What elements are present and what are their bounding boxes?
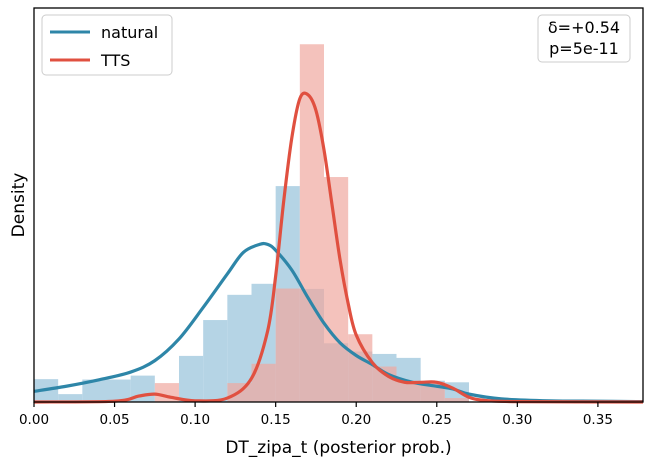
x-tick-label: 0.15 xyxy=(261,412,291,428)
y-axis-label: Density xyxy=(9,173,29,238)
hist-bar-tts-11 xyxy=(299,44,324,403)
stats-p-text: p=5e-11 xyxy=(549,39,619,58)
x-axis-label: DT_zipa_t (posterior prob.) xyxy=(225,438,451,458)
kde-layer xyxy=(33,91,644,404)
hist-bar-tts-17 xyxy=(444,398,469,402)
legend-label-natural: natural xyxy=(101,23,158,42)
kde-line-tts xyxy=(33,91,644,404)
x-tick-label: 0.00 xyxy=(19,412,49,428)
hist-bar-natural-1 xyxy=(58,394,83,402)
x-tick-label: 0.20 xyxy=(341,412,371,428)
histogram-layer xyxy=(34,44,469,403)
hist-bar-natural-7 xyxy=(203,320,228,402)
stats-box-frame xyxy=(537,14,631,63)
legend: natural TTS xyxy=(41,14,173,76)
stats-box: δ=+0.54 p=5e-11 xyxy=(537,14,631,63)
hist-bar-natural-3 xyxy=(106,379,131,402)
x-tick-label: 0.05 xyxy=(100,412,130,428)
plot-frame xyxy=(33,7,644,403)
x-tick-label: 0.30 xyxy=(502,412,532,428)
stats-delta-text: δ=+0.54 xyxy=(548,18,620,37)
x-axis-ticks: 0.00 0.05 0.10 0.15 0.20 0.25 0.30 0.35 xyxy=(19,402,613,428)
x-tick-label: 0.25 xyxy=(422,412,452,428)
hist-bar-natural-2 xyxy=(82,379,107,402)
x-tick-label: 0.35 xyxy=(583,412,613,428)
legend-label-tts: TTS xyxy=(100,51,130,70)
hist-bar-natural-6 xyxy=(179,355,204,402)
x-tick-label: 0.10 xyxy=(180,412,210,428)
hist-bar-tts-15 xyxy=(396,380,421,402)
hist-bar-tts-10 xyxy=(275,288,300,402)
